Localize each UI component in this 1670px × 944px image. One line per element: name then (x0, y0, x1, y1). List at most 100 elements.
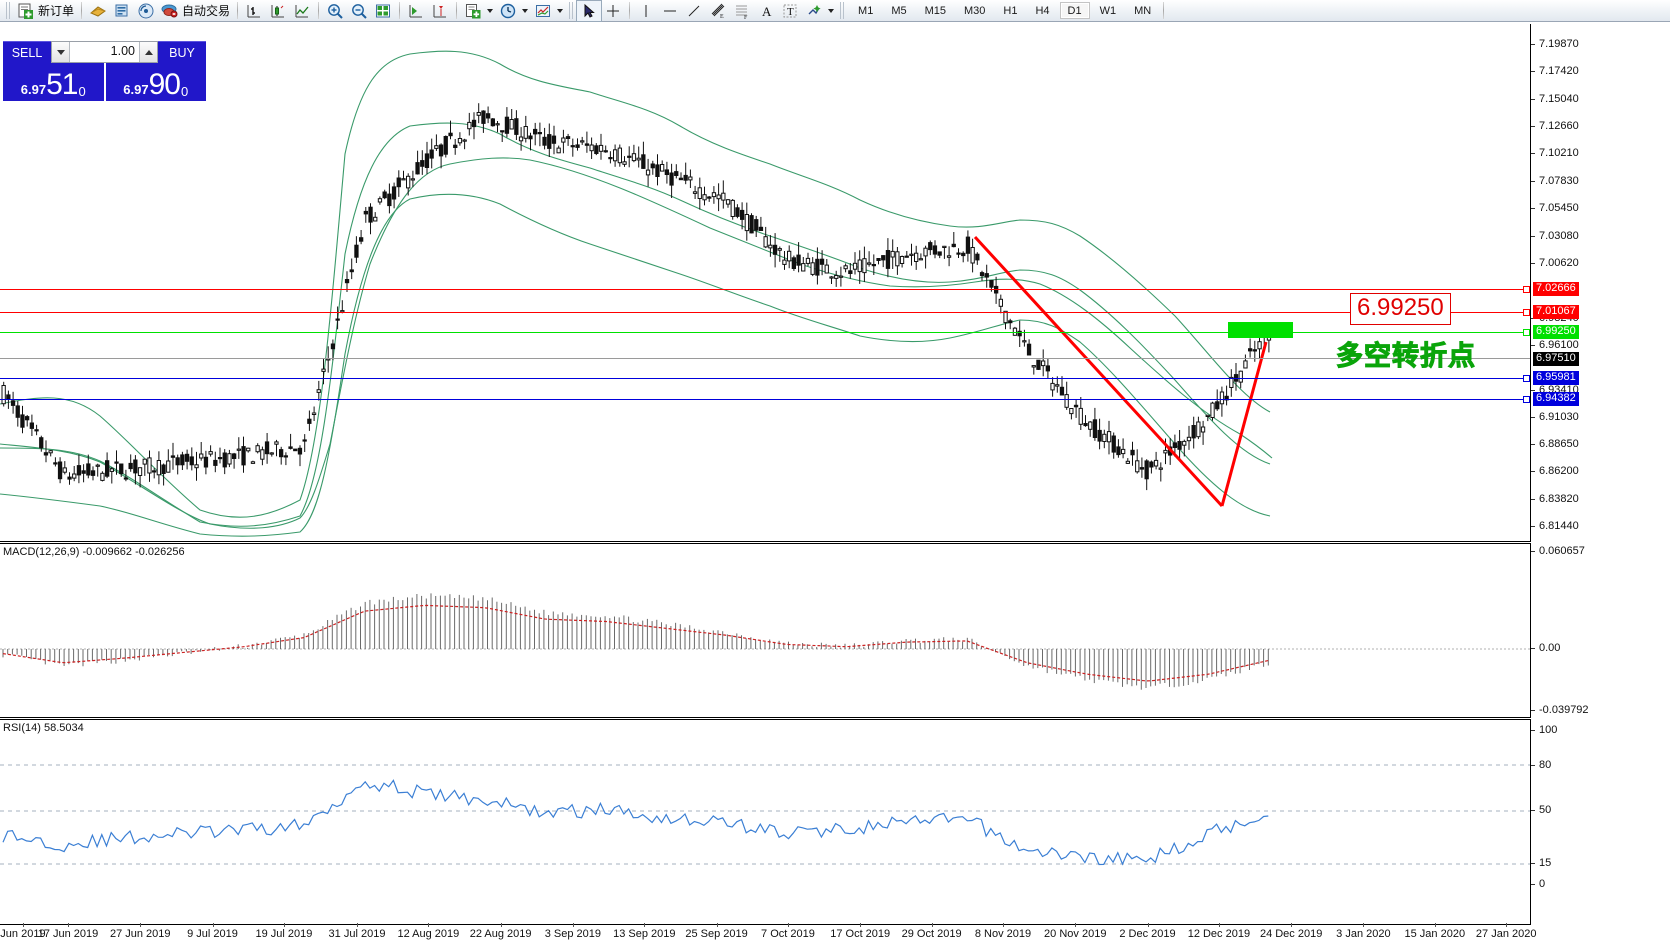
chart-shift-button[interactable] (428, 1, 452, 21)
timeframe-button-W1[interactable]: W1 (1099, 5, 1117, 17)
date-tick (572, 923, 574, 927)
buy-price-big: 90 (148, 68, 181, 101)
timeframe-button-M5[interactable]: M5 (891, 5, 907, 17)
market-watch-button[interactable] (110, 1, 134, 21)
buy-price[interactable]: 6.97 90 0 (105, 63, 206, 101)
indicators-dropdown-caret[interactable] (487, 8, 494, 13)
price-badge-target-level[interactable]: 6.99250 (1533, 325, 1579, 339)
toolbar-separator (399, 2, 401, 19)
level-line-7.01067[interactable] (0, 312, 1530, 313)
rsi-axis[interactable]: 100 80 50 15 0 (1530, 719, 1670, 925)
level-handle-5[interactable] (1523, 396, 1530, 403)
macd-panel[interactable]: MACD(12,26,9) -0.009662 -0.026256 (0, 543, 1530, 718)
one-click-trading-panel[interactable]: SELL 1.00 BUY 6.97 51 0 6.97 90 0 (3, 41, 206, 101)
uptrend-line (1220, 341, 1268, 507)
timeframe-toolbar-grip[interactable] (840, 2, 846, 19)
date-tick (140, 923, 142, 927)
templates-dropdown-caret[interactable] (557, 8, 564, 13)
date-axis[interactable]: Jun 2019 17 Jun 2019 27 Jun 2019 9 Jul 2019… (0, 923, 1670, 944)
date-tick (931, 923, 933, 927)
crosshair-button[interactable] (601, 1, 625, 21)
drawing-toolbar-grip[interactable] (569, 2, 575, 19)
buy-price-prefix: 6.97 (123, 82, 149, 97)
indicators-button[interactable] (461, 1, 496, 21)
line-chart-button[interactable] (290, 1, 314, 21)
volume-stepper[interactable]: 1.00 (51, 41, 158, 63)
timeframe-button-M15[interactable]: M15 (924, 5, 946, 17)
shapes-dropdown-caret[interactable] (828, 8, 835, 13)
date-label: 25 Sep 2019 (685, 928, 748, 940)
timeframe-button-H4[interactable]: H4 (1035, 5, 1050, 17)
chevron-up-icon (144, 49, 153, 55)
timeframe-button-M1[interactable]: M1 (858, 5, 874, 17)
timeframe-button-M30[interactable]: M30 (964, 5, 986, 17)
timeframe-button-MN[interactable]: MN (1134, 5, 1152, 17)
timeframe-button-H1[interactable]: H1 (1003, 5, 1018, 17)
toolbar-grip[interactable] (6, 2, 11, 19)
level-line-6.99250[interactable] (0, 332, 1530, 333)
date-tick (283, 923, 285, 927)
equidistant-channel-button[interactable]: E (706, 1, 730, 21)
zoom-out-icon (350, 2, 368, 20)
expert-advisors-button[interactable] (86, 1, 110, 21)
axis-tick-7.05450: 7.05450 (1531, 202, 1579, 214)
buy-button[interactable]: BUY (158, 41, 206, 63)
sell-button[interactable]: SELL (3, 41, 51, 63)
text-label-button[interactable]: T (778, 1, 802, 21)
period-button[interactable] (496, 1, 531, 21)
chart-shift-icon (431, 2, 449, 20)
price-annotation-box[interactable]: 6.99250 (1350, 293, 1451, 325)
date-tick (1147, 923, 1149, 927)
date-label: 31 Jul 2019 (328, 928, 386, 940)
horizontal-line-button[interactable] (658, 1, 682, 21)
current-price-line (0, 358, 1530, 359)
autotrading-button[interactable]: 自动交易 (158, 1, 233, 21)
level-handle-2[interactable] (1523, 309, 1530, 316)
zoom-out-button[interactable] (347, 1, 371, 21)
cursor-button[interactable] (576, 0, 603, 22)
price-badge-current-price[interactable]: 6.97510 (1533, 352, 1579, 366)
trendline-button[interactable] (682, 1, 706, 21)
candlestick-chart-button[interactable] (266, 1, 290, 21)
chart-grid-button[interactable] (371, 1, 395, 21)
price-badge-resistance-level-1[interactable]: 7.02666 (1533, 282, 1579, 296)
price-badge-support-level-1[interactable]: 6.95981 (1533, 371, 1579, 385)
line-chart-icon (293, 2, 311, 20)
level-line-7.02666[interactable] (0, 289, 1530, 290)
svg-text:T: T (787, 6, 794, 18)
shapes-button[interactable] (802, 1, 837, 21)
level-handle-4[interactable] (1523, 375, 1530, 382)
vertical-line-button[interactable] (634, 1, 658, 21)
new-order-button[interactable]: 新订单 (14, 1, 77, 21)
bar-chart-button[interactable] (242, 1, 266, 21)
sell-price[interactable]: 6.97 51 0 (3, 63, 104, 101)
price-axis[interactable]: 7.19870 7.17420 7.15040 7.12660 7.10210 7.078… (1530, 24, 1670, 542)
templates-button[interactable] (531, 1, 566, 21)
timeframe-button-D1[interactable]: D1 (1059, 2, 1090, 19)
volume-decrease-button[interactable] (52, 42, 70, 62)
navigator-button[interactable] (134, 1, 158, 21)
period-dropdown-caret[interactable] (522, 8, 529, 13)
volume-input[interactable]: 1.00 (110, 44, 135, 58)
chinese-annotation[interactable]: 多空转折点 (1336, 341, 1476, 372)
shapes-icon (805, 2, 823, 20)
axis-tick-50: 50 (1531, 804, 1551, 816)
level-handle-1[interactable] (1523, 286, 1530, 293)
macd-axis[interactable]: 0.060657 0.00 -0.039792 (1530, 543, 1670, 718)
fibonacci-button[interactable]: F (730, 1, 754, 21)
axis-tick--0.039792: -0.039792 (1531, 704, 1589, 716)
rsi-panel[interactable]: RSI(14) 58.5034 (0, 719, 1530, 925)
text-button[interactable]: A (754, 1, 778, 21)
date-label: 29 Oct 2019 (901, 928, 962, 940)
level-handle-3[interactable] (1523, 329, 1530, 336)
date-tick (212, 923, 214, 927)
volume-increase-button[interactable] (139, 42, 157, 62)
price-badge-resistance-level-2[interactable]: 7.01067 (1533, 305, 1579, 319)
zoom-in-button[interactable] (323, 1, 347, 21)
autoscroll-button[interactable] (404, 1, 428, 21)
price-badge-support-level-2[interactable]: 6.94382 (1533, 392, 1579, 406)
level-line-6.95981[interactable] (0, 378, 1530, 379)
level-line-6.94382[interactable] (0, 399, 1530, 400)
price-chart-panel[interactable] (0, 24, 1530, 542)
main-toolbar: 新订单 (0, 0, 1670, 22)
